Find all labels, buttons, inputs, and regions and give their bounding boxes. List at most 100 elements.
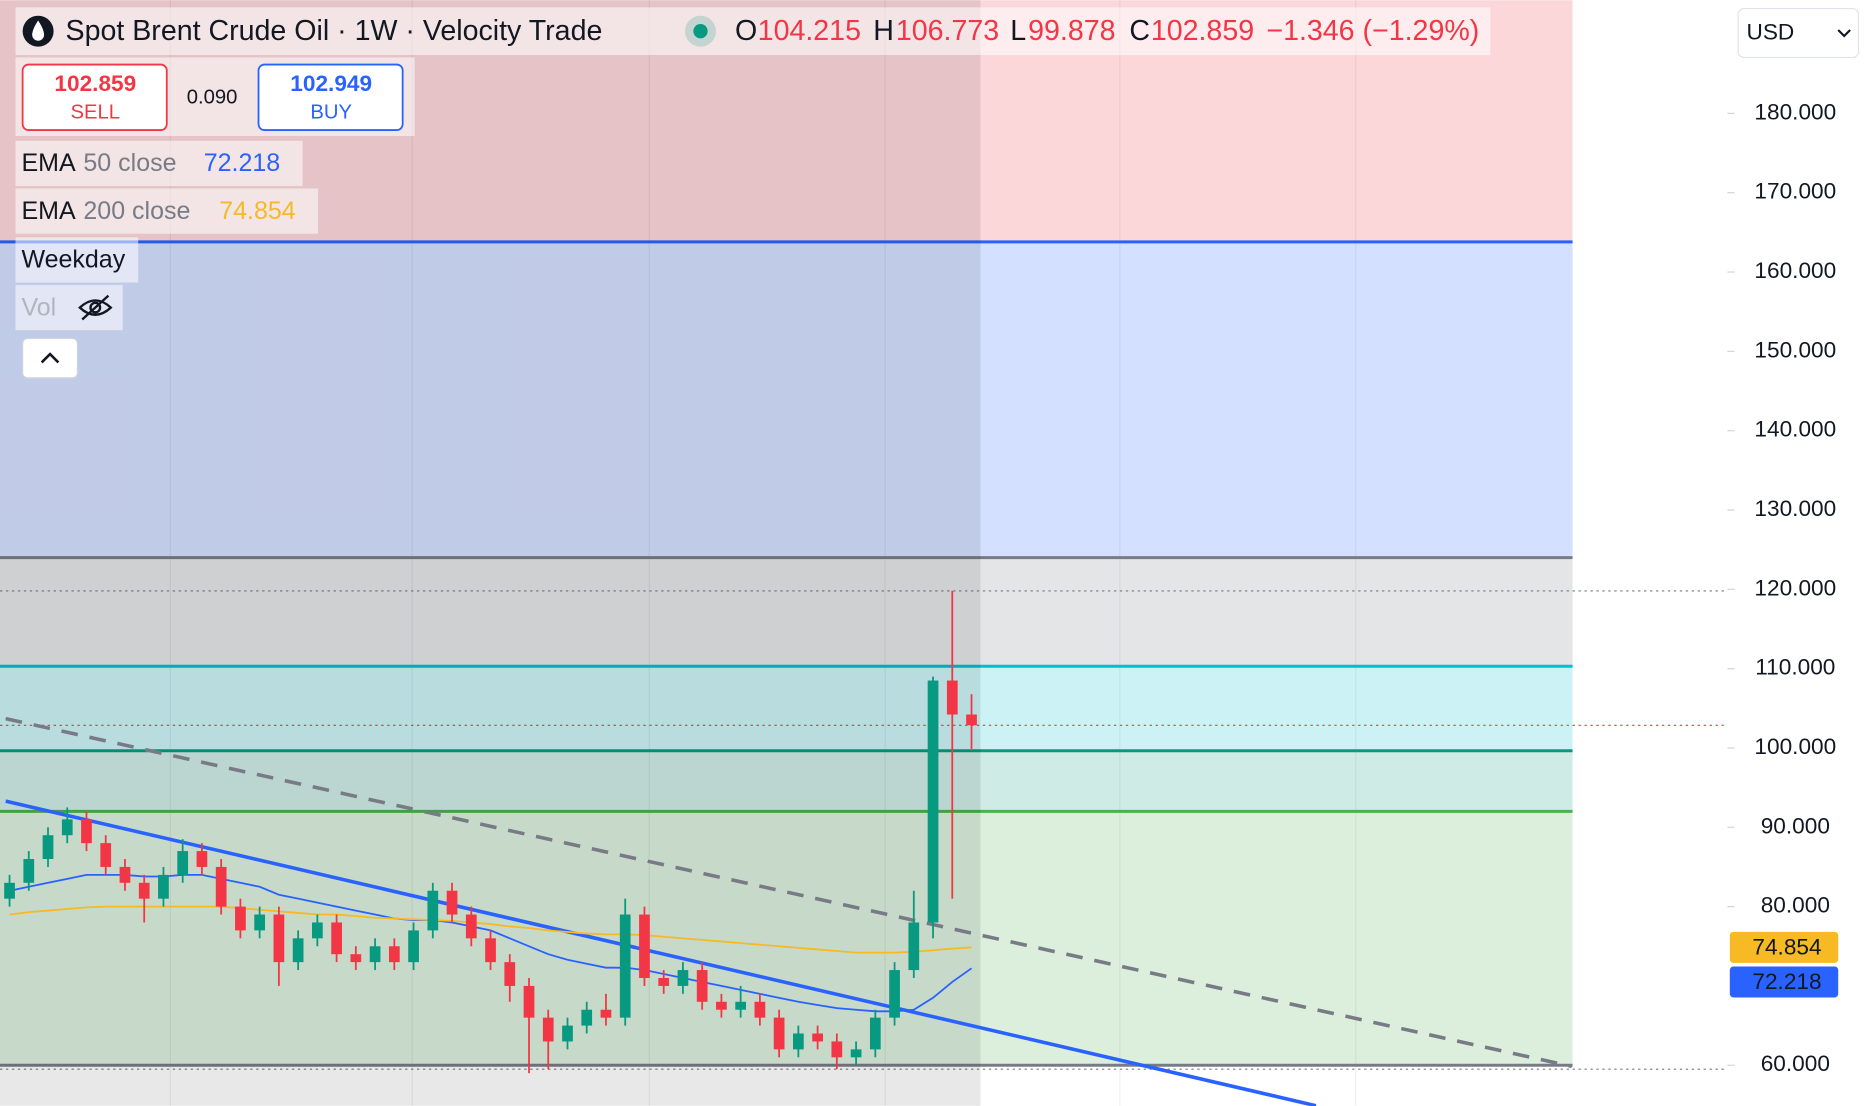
vol: Vol [21,293,56,321]
candle-body [696,970,708,1002]
weekday: Weekday [21,246,125,274]
candle-body [196,851,208,867]
y-tick-label: 110.000 [1755,655,1835,680]
candle-body [254,914,266,931]
y-tick-label: 180.000 [1754,99,1836,124]
y-tick-label: 120.000 [1754,575,1836,600]
candle-body [850,1049,862,1058]
zone [0,666,1573,751]
header-bg [15,7,1491,56]
candle-body [735,1001,747,1010]
candle-body [639,914,650,978]
candle-body [716,1001,727,1010]
candle-body [23,859,35,883]
candle-body [465,914,477,939]
spread: 0.090 [187,86,238,108]
zone [0,811,1573,1066]
candle-body [408,930,419,963]
ema50-name: EMA [21,149,76,177]
ema-line [9,905,972,954]
ema50-bg [15,140,303,187]
candle-body [292,938,304,963]
candle-body [369,946,381,963]
candle-body [42,835,54,860]
candle-body [889,970,900,1018]
low-value: 99.878 [1028,15,1115,47]
weekday-bg [15,237,139,283]
y-tick-label: 130.000 [1754,496,1836,521]
y-tick-label: 80.000 [1761,893,1830,918]
y-tick-label: 160.000 [1754,258,1836,283]
sell-label[interactable]: SELL [71,102,121,124]
trendline [5,799,1317,1106]
candle-body [61,819,73,836]
sell-button[interactable] [21,63,168,131]
candle-body [600,1009,612,1018]
ema200-name: EMA [21,197,76,225]
candle-body [946,680,958,715]
candle-body [215,866,227,907]
candle-body [158,874,169,899]
candle-body [312,922,323,939]
price-badge [1729,966,1839,998]
candle-body [273,914,285,963]
y-tick-label: 90.000 [1761,813,1830,838]
sell-price[interactable]: 102.859 [54,71,136,96]
candle-body [831,1041,843,1058]
buy-label[interactable]: BUY [310,102,352,124]
candle-body [446,890,458,915]
price-badge-label: 72.218 [1752,969,1821,994]
collapse-button[interactable] [22,337,79,379]
ema50-params: 50 close [83,149,176,177]
zone [0,557,1573,667]
close-value: 102.859 [1151,15,1254,47]
buy-price[interactable]: 102.949 [290,71,372,96]
close-label: C [1129,15,1150,47]
price-badge-label: 74.854 [1752,935,1821,960]
status-dot [693,24,708,39]
zone [0,750,1573,812]
candle-body [427,890,439,931]
candle-body [869,1017,881,1050]
candle-body [754,1001,766,1018]
candle-body [138,882,150,899]
currency[interactable]: USD [1746,20,1794,45]
buy-button[interactable] [257,63,404,131]
ema50-value: 72.218 [204,149,280,177]
dropdown-icon[interactable] [1837,29,1851,38]
logo-drop [32,20,45,41]
open-label: O [735,15,757,47]
price-badge [1729,931,1839,963]
candle-body [485,938,496,963]
open-value: 104.215 [758,15,861,47]
high-value: 106.773 [896,15,999,47]
candle-body [100,843,112,867]
zone [0,241,1573,558]
candle-body [966,714,977,726]
collapse-icon[interactable] [40,352,60,364]
hidden-icon[interactable] [78,294,113,321]
candle-body [523,985,535,1018]
candle-body [235,906,246,931]
candle-body [927,680,939,923]
candle-body [81,819,92,844]
candle-body [581,1009,593,1026]
title: Spot Brent Crude Oil · 1W · Velocity Tra… [66,15,603,47]
ema200-bg [15,188,319,234]
candle-body [908,922,920,971]
candle-body [350,954,362,963]
y-tick-label: 140.000 [1754,417,1836,442]
candle-body [773,1017,785,1050]
marks [4,590,1573,1106]
candle-body [504,962,516,986]
ema-line [9,873,973,1013]
candle-body [619,914,631,1018]
trendline [5,716,1573,1069]
candle-body [812,1033,823,1042]
low-label: L [1010,15,1026,47]
candle-body [4,882,15,899]
candle-body [542,1017,554,1042]
currency-select[interactable] [1737,7,1860,59]
